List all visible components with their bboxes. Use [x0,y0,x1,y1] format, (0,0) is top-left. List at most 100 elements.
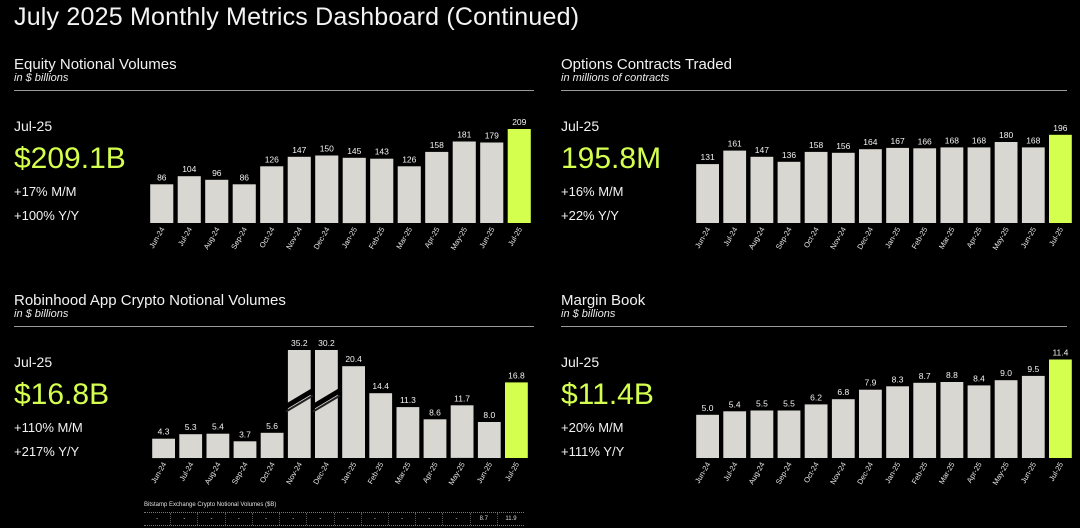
x-tick-label: Aug-24 [203,461,223,486]
data-label: 181 [457,130,471,140]
x-tick-label: Jul-24 [721,226,739,248]
footnote-cell: - [362,513,389,525]
data-label: 147 [755,145,769,155]
kpi-value: $16.8B [14,378,110,411]
x-tick-label: Jun-24 [693,461,712,485]
x-tick-label: Oct-24 [802,226,821,250]
data-label: 180 [999,130,1013,140]
x-tick-label: Feb-25 [910,226,930,251]
data-label: 30.2 [318,338,335,348]
data-label: 126 [402,154,416,164]
x-tick-label: Mar-25 [937,461,957,486]
panel-subtitle: in millions of contracts [561,72,670,84]
x-tick-label: Jun-24 [693,226,712,250]
data-label: 156 [836,141,850,151]
x-tick-label: Sep-24 [229,226,249,251]
bar [723,411,747,458]
bar [967,147,991,223]
data-label: 20.4 [345,354,362,364]
footnote-cell: - [335,513,362,525]
x-tick-label: Jan-25 [883,461,902,485]
axis-break-mark [285,394,314,413]
x-tick-label: Apr-25 [965,226,984,250]
panel-divider [14,326,534,327]
bar [696,164,719,223]
footnote-cell: 8.7 [471,513,498,525]
data-label: 86 [157,172,167,182]
bar [886,147,909,223]
crypto-panel: Robinhood App Crypto Notional Volumes in… [14,292,534,502]
data-label: 4.3 [158,427,170,437]
bar [205,179,229,223]
bar [804,151,828,223]
footnote-cell: 11.9 [505,516,517,522]
footnote-label: Bitstamp Exchange Crypto Notional Volume… [144,502,277,508]
x-tick-label: Jan-25 [883,226,902,250]
data-label: 104 [182,164,196,174]
axis-break-mark [311,388,342,409]
equity-chart: 86 Jun-24 104 Jul-24 96 Aug-24 86 Sep-24 126 Oct-… [147,117,531,252]
bar [177,176,201,223]
kpi-month-change: +17% M/M [14,184,77,199]
x-tick-label: Jan-25 [340,226,359,250]
x-tick-label: Sep-24 [230,461,250,486]
data-label: 5.4 [212,422,224,432]
data-label: 35.2 [291,338,308,348]
data-label: 8.8 [946,370,958,380]
data-label: 158 [430,140,444,150]
bar [1049,134,1072,223]
x-tick-label: Jul-24 [721,461,739,483]
data-label: 5.3 [185,422,197,432]
bar [507,129,531,223]
bar [723,150,747,223]
x-tick-label: Nov-24 [828,461,848,486]
data-label: 8.4 [973,373,985,383]
bar [206,433,230,458]
x-tick-label: Aug-24 [747,461,767,486]
data-label: 3.7 [239,429,251,439]
data-label: 168 [1026,135,1040,145]
bar [750,156,774,223]
bar [179,434,203,458]
bar [260,432,284,458]
x-tick-label: May-25 [447,461,467,487]
data-label: 11.4 [1052,348,1068,358]
bar [233,441,257,458]
x-tick-label: Jul-25 [1047,226,1065,248]
bar [994,380,1018,458]
equity-panel: Equity Notional Volumes in $ billions Ju… [14,56,534,266]
bar [750,410,774,458]
bar [232,184,256,223]
axis-break-mark [284,388,314,409]
data-label: 145 [347,146,361,156]
data-label: 8.3 [892,374,904,384]
footnote-cell: - [171,513,199,525]
bar [342,157,366,224]
data-label: 164 [863,137,877,147]
x-tick-label: May-25 [449,226,469,252]
bar [452,141,476,223]
data-label: 5.5 [756,399,768,409]
bar [260,166,284,223]
data-label: 7.9 [864,378,876,388]
bar [804,404,828,458]
data-label: 6.8 [837,387,849,397]
data-label: 167 [891,136,905,146]
x-tick-label: May-25 [991,461,1011,487]
x-tick-label: Jul-25 [506,226,524,248]
data-label: 150 [320,144,334,154]
bar [450,405,474,458]
x-tick-label: Dec-24 [855,461,875,486]
bar [425,151,449,223]
data-label: 196 [1053,123,1067,133]
panel-title: Margin Book [561,292,646,309]
footnote-cell: - [198,513,226,525]
x-tick-label: Feb-25 [367,225,387,250]
x-tick-label: Dec-24 [855,226,875,251]
panel-subtitle: in $ billions [561,308,616,320]
x-tick-label: Dec-24 [311,461,331,486]
x-tick-label: Jul-24 [177,461,195,483]
bar [859,389,882,458]
margin-panel: Margin Book in $ billions Jul-25 $11.4B … [561,292,1067,502]
data-label: 11.7 [454,393,470,403]
